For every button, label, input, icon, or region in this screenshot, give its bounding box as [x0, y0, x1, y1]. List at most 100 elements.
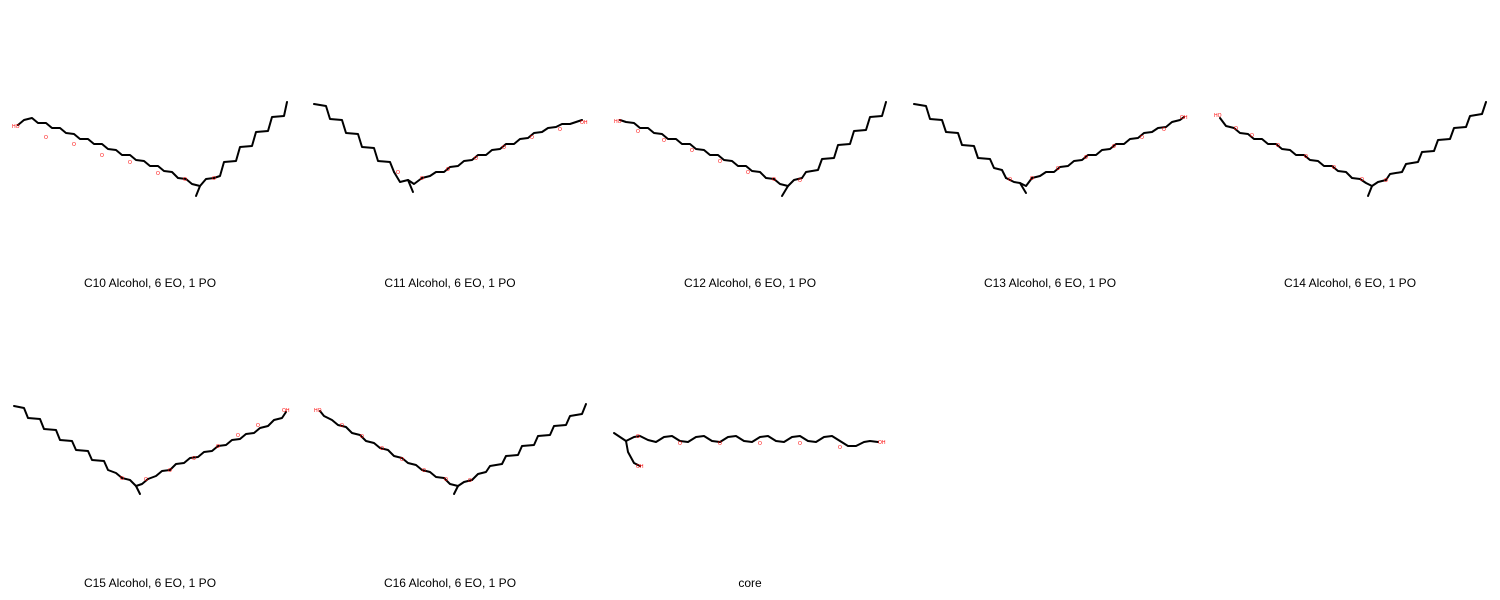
ether-oxygen-label: O — [798, 178, 802, 184]
ether-oxygen-label: O — [1112, 144, 1116, 150]
alkyl-chain — [913, 103, 1007, 179]
molecule-legend: C15 Alcohol, 6 EO, 1 PO — [83, 576, 217, 590]
molecule-legend: C14 Alcohol, 6 EO, 1 PO — [1283, 276, 1417, 290]
alkyl-chain — [313, 103, 395, 173]
alkyl-chain — [213, 101, 288, 179]
molecule-cell: O O O O O O O HO C16 Alcohol, 6 EO, 1 PO — [300, 300, 600, 600]
ether-oxygen-label: O — [1304, 154, 1308, 160]
ether-oxygen-label: O — [1140, 135, 1144, 141]
ether-oxygen-label: O — [128, 160, 132, 166]
molecule-legend: C11 Alcohol, 6 EO, 1 PO — [384, 276, 516, 290]
hydroxyl-label: OH — [878, 440, 886, 446]
propylene-oxide-unit — [1359, 178, 1387, 187]
molecule-structure: O O O O O O O HO — [614, 101, 887, 197]
molecule-structure: O O O O O O O OH — [913, 103, 1188, 194]
ether-oxygen-label: O — [444, 477, 448, 483]
molecule-cell: O O O O O O O OH C11 Alcohol, 6 EO, 1 PO — [300, 0, 600, 300]
ether-oxygen-label: O — [446, 167, 450, 173]
ethylene-oxide-chain — [1219, 117, 1361, 180]
ether-oxygen-label: O — [100, 153, 104, 159]
methyl-branch — [1367, 185, 1373, 197]
molecule-cell: O O O O O O OH OH core — [600, 300, 900, 600]
hydroxyl-label: HO — [314, 408, 322, 414]
ethylene-oxide-chain — [147, 411, 287, 480]
hydroxyl-label: HO — [1214, 113, 1222, 119]
ether-oxygen-label: O — [1332, 165, 1336, 171]
ether-oxygen-label: O — [156, 171, 160, 177]
ether-oxygen-label: O — [474, 156, 478, 162]
ether-oxygen-label: O — [798, 441, 802, 447]
ether-oxygen-label: O — [396, 170, 400, 176]
ethylene-oxide-chain — [1031, 116, 1185, 179]
ether-oxygen-label: O — [1276, 143, 1280, 149]
ether-oxygen-label: O — [678, 441, 682, 447]
molecule-structure: O O O O O O O OH — [13, 405, 290, 495]
alkyl-chain — [13, 405, 123, 479]
ether-oxygen-label: O — [662, 138, 666, 144]
propylene-oxide-unit — [625, 440, 641, 467]
alkyl-chain — [801, 101, 887, 179]
ether-oxygen-label: O — [1030, 176, 1034, 182]
hydroxyl-label: OH — [636, 464, 644, 470]
ether-oxygen-label: O — [1234, 126, 1238, 132]
ether-oxygen-label: O — [1162, 127, 1166, 133]
ether-oxygen-label: O — [420, 176, 424, 182]
ether-oxygen-label: O — [1360, 177, 1364, 183]
ether-oxygen-label: O — [558, 127, 562, 133]
molecule-legend: C13 Alcohol, 6 EO, 1 PO — [983, 276, 1117, 290]
ether-oxygen-label: O — [380, 446, 384, 452]
ether-oxygen-label: O — [168, 468, 172, 474]
methyl-branch — [135, 485, 141, 495]
ether-oxygen-label: O — [636, 434, 640, 440]
methyl-branch — [781, 185, 789, 197]
ether-oxygen-label: O — [144, 477, 148, 483]
methyl-branch — [407, 179, 414, 193]
hydroxyl-label: OH — [580, 120, 588, 126]
molecule-cell: O O O O O O O HO C12 Alcohol, 6 EO, 1 PO — [600, 0, 900, 300]
molecule-cell: O O O O O O O OH C13 Alcohol, 6 EO, 1 PO — [900, 0, 1200, 300]
molecule-legend: C16 Alcohol, 6 EO, 1 PO — [383, 576, 517, 590]
hydroxyl-label: HO — [614, 119, 622, 125]
alkyl-chain — [471, 403, 587, 481]
ether-oxygen-label: O — [718, 159, 722, 165]
molecule-cell: O O O O O O O HO C10 Alcohol, 6 EO, 1 PO — [0, 0, 300, 300]
molecule-structure: O O O O O O O OH — [313, 103, 588, 193]
molecule-cell: O O O O O O O HO C14 Alcohol, 6 EO, 1 PO — [1200, 0, 1500, 300]
ether-oxygen-label: O — [758, 441, 762, 447]
methyl-branch — [1019, 182, 1027, 194]
molecule-structure: O O O O O O O HO — [314, 403, 587, 495]
ether-oxygen-label: O — [360, 434, 364, 440]
ether-oxygen-label: O — [1384, 178, 1388, 184]
molecule-structure: O O O O O O O HO — [1214, 101, 1487, 197]
ether-oxygen-label: O — [468, 478, 472, 484]
methyl-branch — [453, 485, 459, 495]
ethylene-oxide-chain — [619, 119, 775, 180]
hydroxyl-label: HO — [12, 124, 20, 130]
ether-oxygen-label: O — [236, 433, 240, 439]
molecule-legend: C12 Alcohol, 6 EO, 1 PO — [683, 276, 817, 290]
ethylene-oxide-chain — [421, 119, 583, 179]
molecule-cell: O O O O O O O OH C15 Alcohol, 6 EO, 1 PO — [0, 300, 300, 600]
ether-oxygen-label: O — [44, 135, 48, 141]
ethylene-oxide-chain — [17, 117, 187, 180]
propylene-oxide-unit — [185, 177, 215, 187]
ethylene-oxide-chain — [319, 410, 445, 479]
ether-oxygen-label: O — [192, 456, 196, 462]
methyl-branch — [195, 185, 201, 197]
ether-oxygen-label: O — [256, 423, 260, 429]
ether-oxygen-label: O — [400, 457, 404, 463]
ether-oxygen-label: O — [772, 177, 776, 183]
ether-oxygen-label: O — [183, 177, 187, 183]
molecule-structure: O O O O O O OH OH — [613, 432, 886, 470]
ether-oxygen-label: O — [502, 145, 506, 151]
molecule-structure: O O O O O O O HO — [12, 101, 288, 197]
ether-oxygen-label: O — [1056, 166, 1060, 172]
alkyl-chain — [1385, 101, 1487, 181]
ether-oxygen-label: O — [636, 129, 640, 135]
ether-oxygen-label: O — [72, 142, 76, 148]
ether-oxygen-label: O — [1250, 133, 1254, 139]
molecule-legend: C10 Alcohol, 6 EO, 1 PO — [83, 276, 217, 290]
hydroxyl-label: OH — [1180, 115, 1188, 121]
ether-oxygen-label: O — [690, 148, 694, 154]
